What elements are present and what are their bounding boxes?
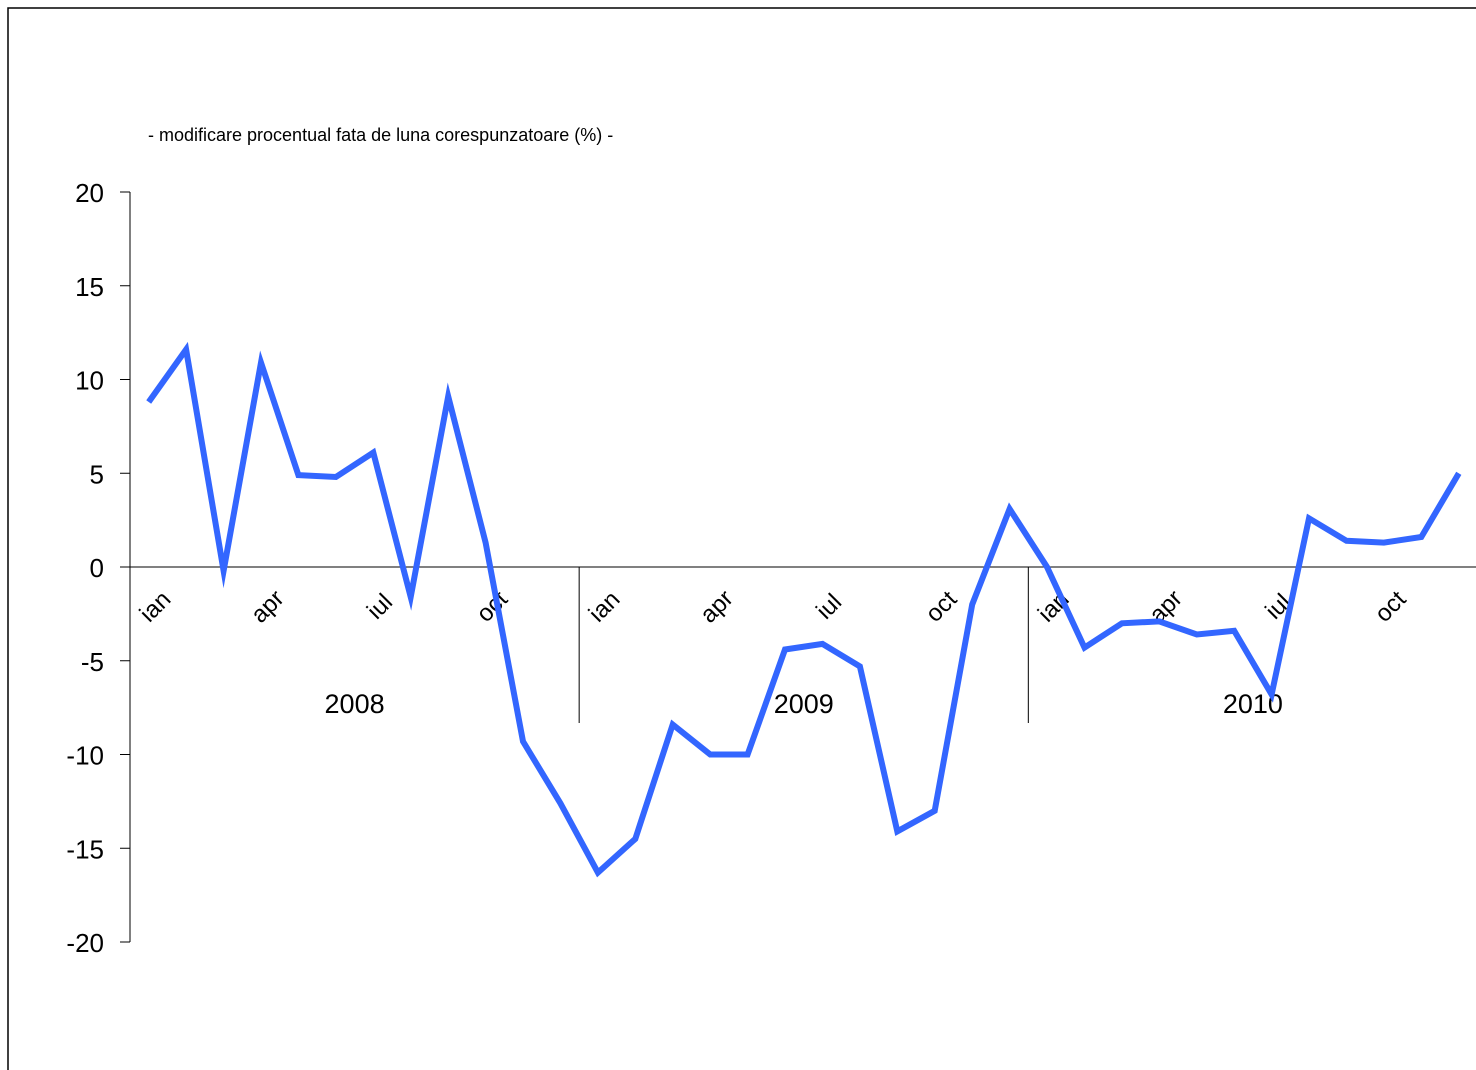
y-tick-label: -10 — [66, 741, 104, 771]
y-tick-label: 20 — [75, 178, 104, 208]
year-label: 2008 — [325, 689, 385, 719]
y-tick-label: 5 — [90, 459, 104, 489]
y-tick-label: 0 — [90, 553, 104, 583]
y-tick-label: 15 — [75, 272, 104, 302]
year-label: 2009 — [774, 689, 834, 719]
series-line — [146, 341, 1462, 878]
chart-subtitle: - modificare procentual fata de luna cor… — [148, 125, 613, 145]
series-layer — [146, 341, 1462, 878]
y-tick-label: -20 — [66, 928, 104, 958]
chart-border — [7, 7, 1476, 1070]
y-tick-label: 10 — [75, 366, 104, 396]
y-tick-label: -15 — [66, 834, 104, 864]
y-tick-label: -5 — [81, 647, 104, 677]
